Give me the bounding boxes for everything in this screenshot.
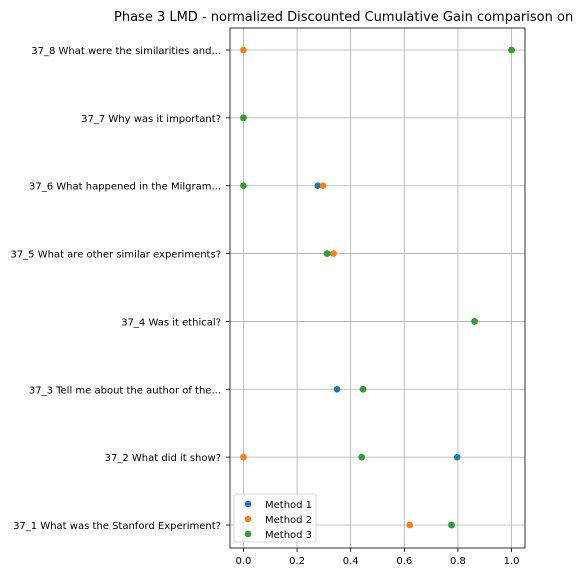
legend-marker [244, 530, 252, 538]
y-tick-labels: 37_1 What was the Stanford Experiment? 37… [10, 46, 221, 532]
legend-marker [244, 500, 252, 508]
data-point [319, 182, 327, 190]
data-point [314, 182, 321, 190]
y-tick-label: 37_5 What are other similar experiments? [10, 250, 221, 261]
data-point [240, 46, 247, 54]
y-tick-label: 37_2 What did it show? [105, 453, 221, 464]
y-tick-label: 37_4 Was it ethical? [121, 317, 221, 328]
data-point [359, 385, 367, 393]
data-point [508, 46, 515, 54]
x-tick-label: 0.8 [450, 556, 466, 567]
y-tick-label: 37_3 Tell me about the author of the... [29, 385, 221, 396]
data-point [471, 318, 478, 325]
data-point [323, 250, 331, 257]
marks-layer [240, 46, 515, 529]
data-point [240, 453, 247, 461]
grid-layer [230, 28, 525, 548]
y-tick-label: 37_8 What were the similarities and... [31, 46, 221, 57]
data-point [333, 385, 341, 393]
legend-label: Method 1 [265, 500, 312, 511]
axes-layer [226, 27, 526, 552]
x-tick-label: 0.4 [343, 556, 359, 567]
legend: Method 1 Method 2 Method 3 [233, 493, 317, 543]
x-tick-label: 0.2 [289, 556, 305, 567]
data-point [453, 453, 461, 461]
y-tick-label: 37_7 Why was it important? [81, 114, 221, 125]
y-tick-label: 37_6 What happened in the Milgram... [29, 182, 221, 193]
data-point [240, 182, 247, 190]
y-tick-label: 37_1 What was the Stanford Experiment? [13, 521, 221, 532]
x-tick-label: 0.6 [396, 556, 412, 567]
data-point [406, 521, 413, 529]
x-tick-label: 0.0 [235, 556, 251, 567]
data-point [330, 250, 337, 257]
plot-frame [229, 27, 526, 549]
legend-label: Method 3 [265, 530, 312, 541]
legend-box [233, 493, 317, 543]
data-point [448, 521, 455, 529]
legend-label: Method 2 [265, 515, 312, 526]
data-point [240, 114, 247, 122]
chart-title: Phase 3 LMD - normalized Discounted Cumu… [114, 10, 576, 25]
x-tick-label: 1.0 [504, 556, 520, 567]
legend-marker [244, 515, 252, 523]
x-tick-labels: 0.0 0.2 0.4 0.6 0.8 1.0 [235, 556, 519, 567]
data-point [358, 453, 365, 461]
